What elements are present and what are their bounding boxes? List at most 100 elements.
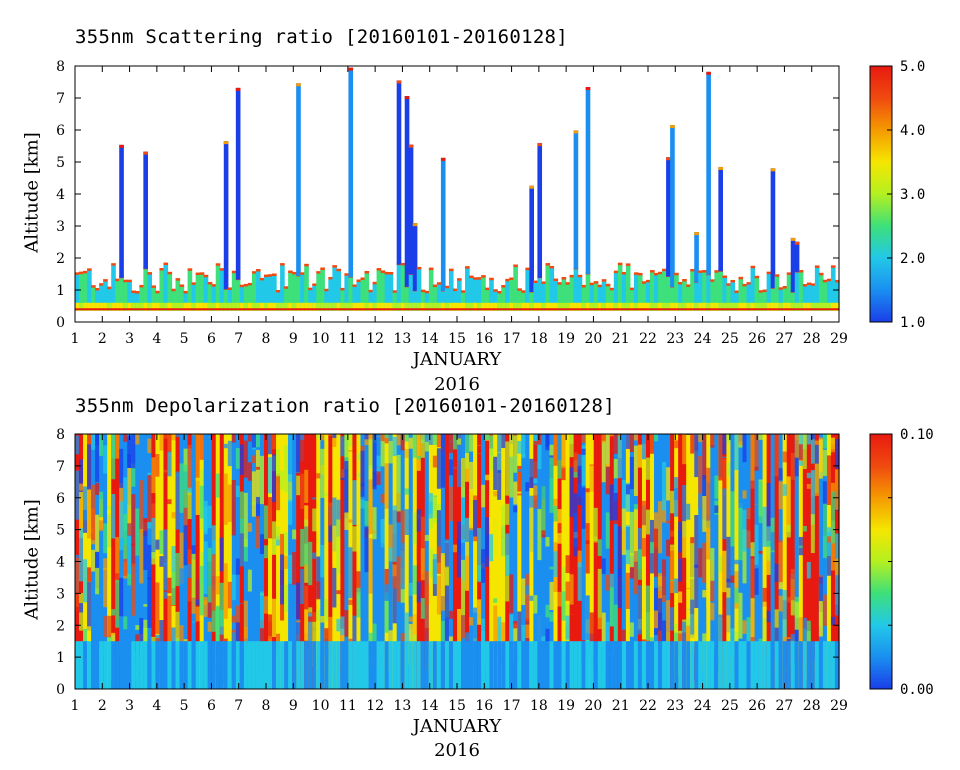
heatmap-cell xyxy=(810,469,816,525)
heatmap-cell xyxy=(119,144,124,278)
heatmap-cell xyxy=(818,576,824,613)
heatmap-cell xyxy=(625,484,631,495)
heatmap-cell xyxy=(235,641,241,689)
x-tick-label: 27 xyxy=(776,698,794,714)
heatmap-cell xyxy=(726,587,732,645)
heatmap-cell xyxy=(316,641,321,689)
heatmap-cell xyxy=(328,278,333,311)
heatmap-cell xyxy=(754,434,760,467)
heatmap-cell xyxy=(557,523,563,534)
heatmap-cell xyxy=(304,641,309,689)
heatmap-cell xyxy=(247,641,253,689)
heatmap-cell xyxy=(207,641,213,689)
heatmap-cell xyxy=(352,615,358,653)
heatmap-cell xyxy=(702,270,707,273)
heatmap-cell xyxy=(605,621,611,645)
heatmap-cell xyxy=(336,590,341,595)
heatmap-cell xyxy=(251,471,257,517)
heatmap-cell xyxy=(814,641,820,689)
x-tick-label: 19 xyxy=(557,331,575,347)
heatmap-cell xyxy=(473,434,478,689)
heatmap-cell xyxy=(629,302,635,311)
heatmap-cell xyxy=(99,285,104,311)
heatmap-cell xyxy=(139,529,144,584)
heatmap-cell xyxy=(746,282,752,285)
heatmap-cell xyxy=(408,641,414,689)
heatmap-cell xyxy=(509,614,514,642)
heatmap-cell xyxy=(806,302,812,311)
heatmap-cell xyxy=(432,284,438,288)
heatmap-cell xyxy=(219,582,225,627)
heatmap-cell xyxy=(147,544,152,580)
heatmap-cell xyxy=(778,540,784,583)
heatmap-cell xyxy=(292,599,297,615)
heatmap-cell xyxy=(300,568,305,604)
heatmap-cell xyxy=(408,302,414,311)
heatmap-cell xyxy=(834,302,840,311)
heatmap-cell xyxy=(239,444,245,475)
heatmap-cell xyxy=(629,641,635,689)
heatmap-cell xyxy=(826,278,832,282)
heatmap-cell xyxy=(440,302,446,311)
heatmap-cell xyxy=(440,553,446,597)
heatmap-cell xyxy=(814,267,820,311)
heatmap-cell xyxy=(545,604,551,618)
heatmap-cell xyxy=(412,223,418,227)
heatmap-cell xyxy=(191,282,197,285)
heatmap-cell xyxy=(191,434,197,436)
heatmap-cell xyxy=(521,641,526,689)
heatmap-cell xyxy=(565,282,571,285)
heatmap-cell xyxy=(348,302,354,311)
heatmap-cell xyxy=(782,302,788,311)
heatmap-cell xyxy=(167,641,173,689)
heatmap-cell xyxy=(91,287,96,311)
heatmap-cell xyxy=(750,641,756,689)
heatmap-cell xyxy=(670,124,675,128)
heatmap-cell xyxy=(573,434,579,689)
heatmap-cell xyxy=(143,302,148,311)
heatmap-cell xyxy=(798,302,804,311)
heatmap-cell xyxy=(782,590,788,644)
x-axis-year-scattering: 2016 xyxy=(434,374,480,395)
heatmap-cell xyxy=(658,641,663,689)
heatmap-cell xyxy=(489,496,494,525)
heatmap-cell xyxy=(380,270,386,273)
heatmap-cell xyxy=(774,302,780,311)
heatmap-cell xyxy=(497,434,502,453)
heatmap-cell xyxy=(605,574,611,591)
heatmap-cell xyxy=(247,282,253,286)
heatmap-cell xyxy=(834,469,840,510)
heatmap-cell xyxy=(593,302,599,311)
heatmap-cell xyxy=(251,502,257,505)
heatmap-cell xyxy=(79,273,84,311)
heatmap-cell xyxy=(629,434,635,452)
heatmap-cell xyxy=(272,641,277,689)
heatmap-cell xyxy=(320,302,325,311)
heatmap-cell xyxy=(830,265,836,268)
heatmap-cell xyxy=(135,291,140,294)
heatmap-cell xyxy=(344,302,350,311)
heatmap-cell xyxy=(806,282,812,286)
heatmap-cell xyxy=(786,597,792,603)
heatmap-cell xyxy=(127,573,132,586)
x-tick-label: 15 xyxy=(448,698,466,714)
heatmap-cell xyxy=(320,267,325,270)
heatmap-cell xyxy=(203,541,209,595)
heatmap-cell xyxy=(396,80,402,265)
heatmap-cell xyxy=(111,302,116,311)
heatmap-cell xyxy=(509,302,514,311)
heatmap-cell xyxy=(304,469,309,503)
heatmap-cell xyxy=(621,271,627,275)
heatmap-cell xyxy=(111,265,116,311)
heatmap-cell xyxy=(457,278,462,281)
heatmap-cell xyxy=(239,603,245,604)
heatmap-cell xyxy=(625,302,631,311)
heatmap-cell xyxy=(581,641,587,689)
heatmap-cell xyxy=(203,302,209,311)
heatmap-cell xyxy=(545,434,551,451)
heatmap-cell xyxy=(155,454,161,477)
heatmap-cell xyxy=(706,520,711,560)
x-tick-label: 25 xyxy=(721,331,739,347)
heatmap-cell xyxy=(151,641,157,689)
heatmap-cell xyxy=(175,280,181,311)
